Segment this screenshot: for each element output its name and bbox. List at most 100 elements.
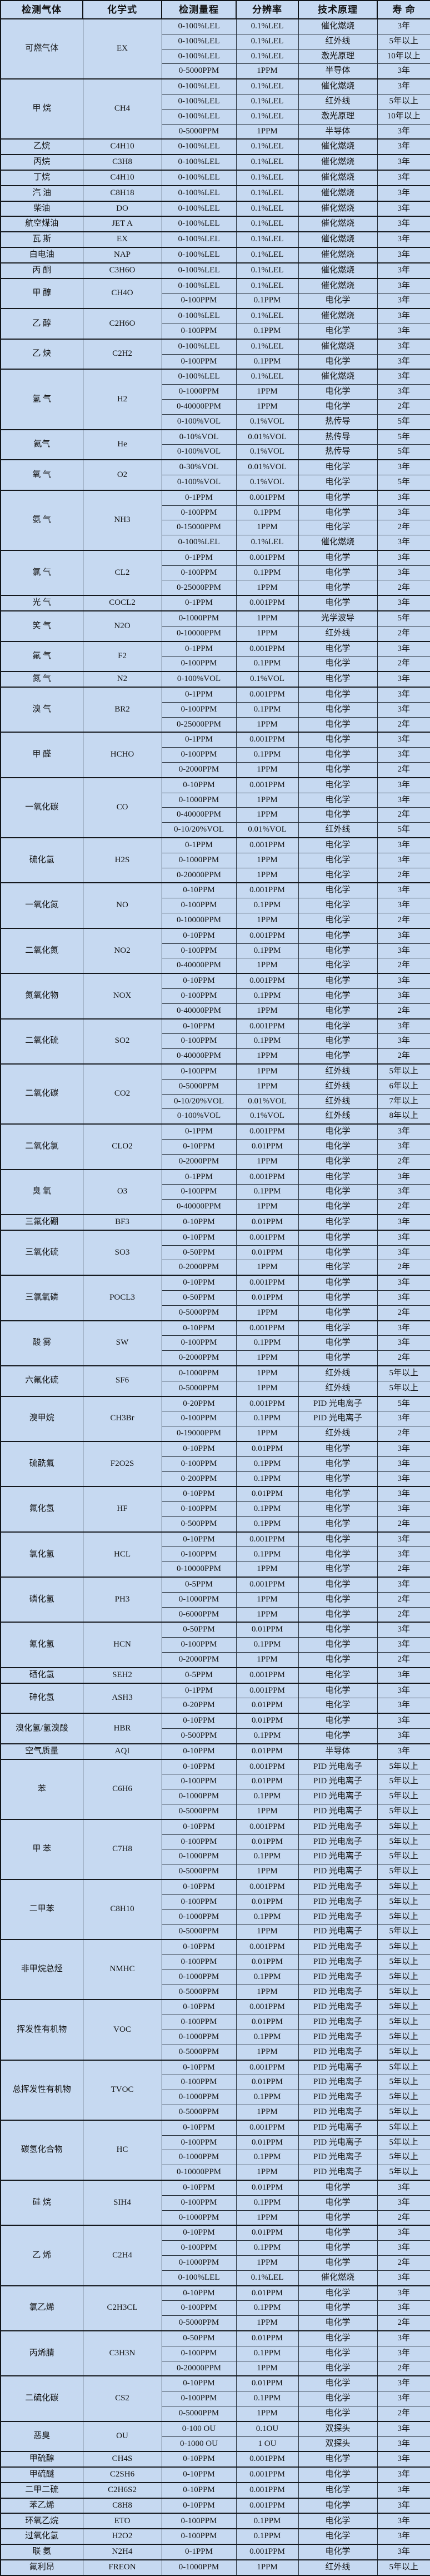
- table-row: 碳氢化合物 HC 0-10PPM 0.001PPM PID 光电离子 5年以上: [0, 2119, 430, 2181]
- principle-cell: 电化学: [298, 852, 378, 868]
- resolution-cell: 0.001PPM: [236, 2119, 299, 2136]
- principle-cell: 电化学: [298, 1123, 378, 1140]
- resolution-cell: 0.1%LEL: [236, 262, 299, 279]
- table-row: 氮 气 N2 0-100%VOL 0.1%VOL 电化学 3年: [0, 671, 430, 688]
- table-row: 丙 酮 C3H6O 0-100%LEL 0.1%LEL 催化燃烧 3年: [0, 262, 430, 279]
- principle-cell: 电化学: [298, 687, 378, 703]
- range-cell: 0-100%LEL: [161, 18, 237, 34]
- table-row: 0-5000PPM 1PPM 电化学 2年: [1, 1305, 430, 1321]
- table-row: 酸 雾 SW 0-10PPM 0.001PPM 电化学 3年: [0, 1320, 430, 1366]
- range-cell: 0-6000PPM: [161, 1607, 237, 1623]
- range-cell: 0-40000PPM: [161, 1199, 237, 1215]
- resolution-cell: 0.001PPM: [236, 927, 299, 944]
- range-cell: 0-100PPM: [161, 2195, 237, 2211]
- lifespan-cell: 5年以上: [377, 2165, 430, 2181]
- lifespan-cell: 6年以上: [377, 1078, 430, 1095]
- table-row: 硅 烷 SIH4 0-10PPM 0.01PPM 电化学 3年: [0, 2179, 430, 2226]
- table-row: 0-10000PPM 1PPM 电化学 2年: [1, 913, 430, 929]
- range-cell: 0-50PPM: [161, 1290, 237, 1306]
- resolution-cell: 0.001PPM: [236, 595, 299, 611]
- range-cell: 0-100PPM: [161, 656, 237, 672]
- formula-cell: CS2: [82, 2375, 162, 2422]
- range-cell: 0-1000PPM: [161, 1592, 237, 1608]
- resolution-cell: 0.001PPM: [236, 2466, 299, 2483]
- resolution-cell: 0.1PPM: [236, 1456, 299, 1472]
- lifespan-cell: 2年: [377, 717, 430, 733]
- resolution-cell: 0.001PPM: [236, 1577, 299, 1593]
- range-cell: 0-1000PPM: [161, 2150, 237, 2166]
- principle-cell: 催化燃烧: [298, 246, 378, 263]
- principle-cell: 电化学: [298, 943, 378, 959]
- resolution-cell: 0.001PPM: [236, 1999, 299, 2016]
- lifespan-cell: 5年以上: [377, 2075, 430, 2091]
- gas-name-cell: 汽 油: [0, 185, 83, 202]
- principle-cell: 电化学: [298, 671, 378, 688]
- resolution-cell: 0.001PPM: [236, 732, 299, 748]
- resolution-cell: 0.01PPM: [236, 2225, 299, 2241]
- lifespan-cell: 5年以上: [377, 1984, 430, 2000]
- range-cell: 0-100PPM: [161, 323, 237, 340]
- lifespan-cell: 3年: [377, 595, 430, 611]
- principle-cell: 电化学: [298, 1637, 378, 1653]
- resolution-cell: 1PPM: [236, 520, 299, 536]
- principle-cell: 电化学: [298, 747, 378, 763]
- resolution-cell: 1PPM: [236, 717, 299, 733]
- range-cell: 0-5000PPM: [161, 2315, 237, 2331]
- resolution-cell: 0.1PPM: [236, 1969, 299, 1985]
- principle-cell: 电化学: [298, 762, 378, 778]
- lifespan-cell: 5年以上: [377, 33, 430, 49]
- lifespan-cell: 5年以上: [377, 2559, 430, 2576]
- lifespan-cell: 2年: [377, 1350, 430, 1366]
- principle-cell: PID 光电离子: [298, 1879, 378, 1895]
- resolution-cell: 0.001PPM: [236, 777, 299, 793]
- range-cell: 0-10PPM: [161, 2179, 237, 2196]
- resolution-cell: 0.001PPM: [236, 1018, 299, 1035]
- lifespan-cell: 5年以上: [377, 2044, 430, 2061]
- gas-name-cell: 丁烷: [0, 169, 83, 186]
- resolution-cell: 1PPM: [236, 2044, 299, 2061]
- range-cell: 0-100PPM: [161, 505, 237, 521]
- principle-cell: PID 光电离子: [298, 1999, 378, 2016]
- range-cell: 0-1000PPM: [161, 1969, 237, 1985]
- range-cell: 0-100PPM: [161, 2240, 237, 2256]
- principle-cell: 红外线: [298, 1078, 378, 1095]
- gas-name-cell: 氧 气: [0, 459, 83, 491]
- resolution-cell: 1PPM: [236, 1804, 299, 1820]
- gas-name-cell: 苯乙烯: [0, 2497, 83, 2514]
- lifespan-cell: 5年以上: [377, 2059, 430, 2076]
- table-row: 硒化氢 SEH2 0-5PPM 0.001PPM 电化学 3年: [0, 1667, 430, 1684]
- gas-name-cell: 乙烷: [0, 138, 83, 155]
- resolution-cell: 0.001PPM: [236, 1667, 299, 1684]
- lifespan-cell: 3年: [377, 1411, 430, 1427]
- range-cell: 0-5000PPM: [161, 123, 237, 140]
- range-cell: 0-10PPM: [161, 973, 237, 989]
- table-row: 过氧化氢 H2O2 0-100PPM 0.1PPM 电化学 3年: [0, 2528, 430, 2545]
- table-row: 0-40000PPM 1PPM 电化学 2年: [1, 958, 430, 974]
- range-cell: 0-100PPM: [161, 2391, 237, 2406]
- resolution-cell: 0.1%LEL: [236, 78, 299, 95]
- lifespan-cell: 2年: [377, 1260, 430, 1276]
- principle-cell: PID 光电离子: [298, 1939, 378, 1956]
- gas-name-cell: 笑 气: [0, 610, 83, 642]
- lifespan-cell: 3年: [377, 2544, 430, 2560]
- gas-name-cell: 溴甲烷: [0, 1395, 83, 1442]
- table-row: 0-500PPM 0.1PPM 电化学 2年: [1, 1516, 430, 1533]
- principle-cell: 电化学: [298, 2345, 378, 2361]
- principle-cell: 电化学: [298, 1350, 378, 1366]
- lifespan-cell: 3年: [377, 1682, 430, 1699]
- principle-cell: PID 光电离子: [298, 1955, 378, 1970]
- principle-cell: PID 光电离子: [298, 1774, 378, 1790]
- principle-cell: 红外线: [298, 1108, 378, 1125]
- resolution-cell: 0.1%VOL: [236, 671, 299, 688]
- table-row: 0-5000PPM 1PPM PID 光电离子 5年以上: [1, 2044, 430, 2061]
- lifespan-cell: 5年以上: [377, 1909, 430, 1925]
- lifespan-cell: 3年: [377, 1335, 430, 1351]
- table-row: 0-1000PPM 1PPM 电化学 3年: [1, 792, 430, 808]
- principle-cell: 催化燃烧: [298, 338, 378, 355]
- range-cell: 0-100%VOL: [161, 671, 237, 688]
- table-row: 0-5000PPM 1PPM 电化学 2年: [1, 2405, 430, 2422]
- principle-cell: 电化学: [298, 1229, 378, 1246]
- range-cell: 0-2000PPM: [161, 1260, 237, 1276]
- range-cell: 0-1PPM: [161, 837, 237, 853]
- principle-cell: 电化学: [298, 1698, 378, 1714]
